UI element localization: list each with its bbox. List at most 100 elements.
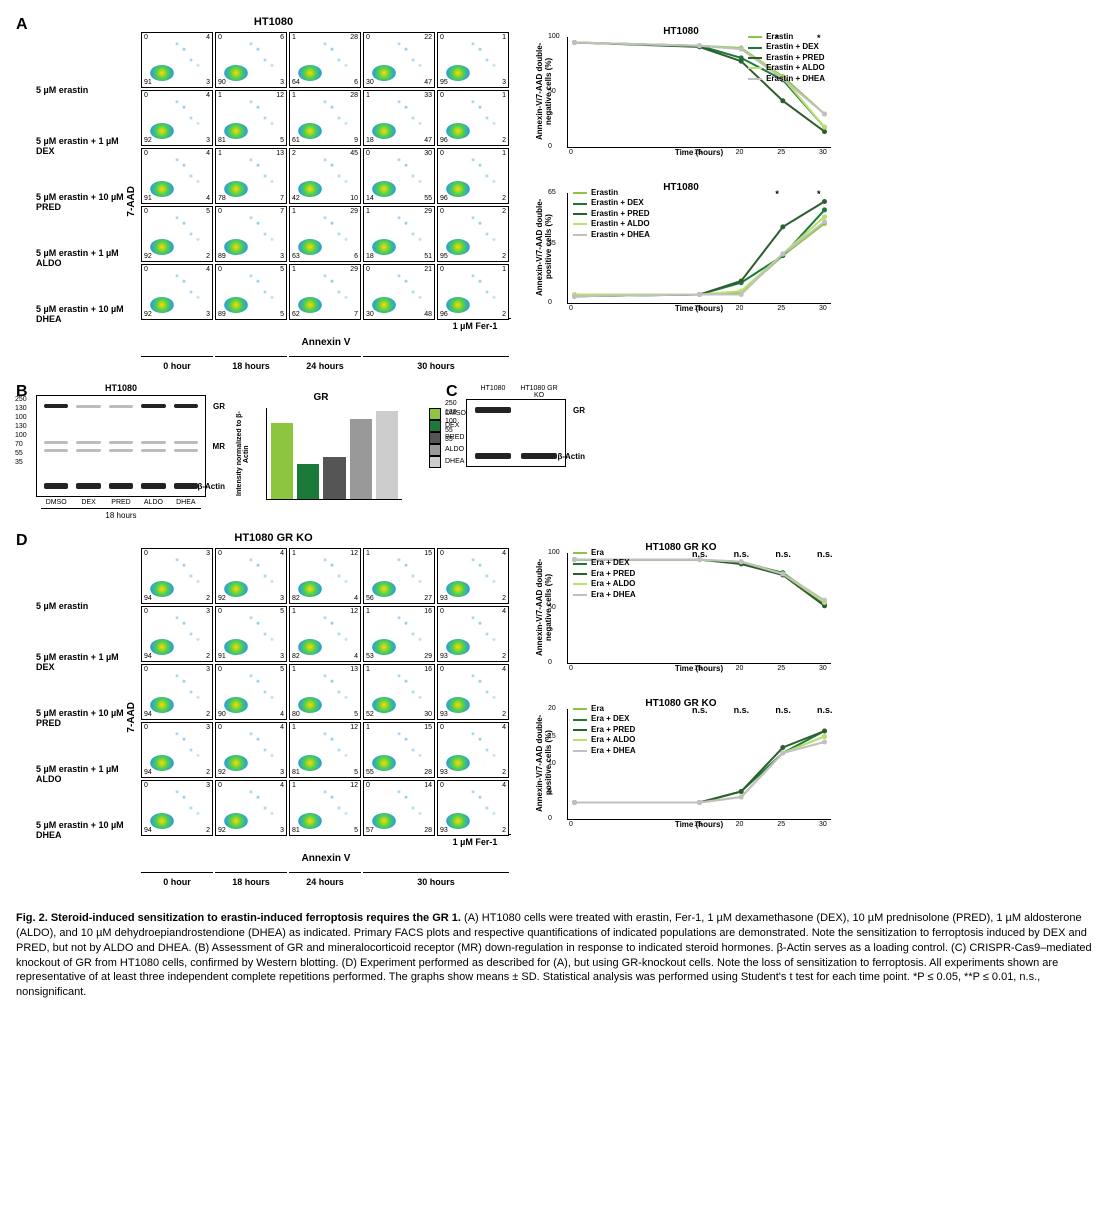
bar bbox=[271, 423, 293, 499]
panel-a-label: A bbox=[16, 16, 28, 34]
flow-cell: 03 942 bbox=[141, 722, 213, 778]
legend-item: Era + DEX bbox=[573, 558, 636, 568]
flow-cell: 06 903 bbox=[215, 32, 287, 88]
legend-item: Era bbox=[573, 704, 636, 714]
legend-item: Erastin + DEX bbox=[748, 42, 825, 52]
flow-cell: 04 932 bbox=[437, 780, 509, 836]
legend-item: Erastin bbox=[573, 188, 650, 198]
flow-cell: 04 932 bbox=[437, 606, 509, 662]
legend-item: Erastin + PRED bbox=[573, 209, 650, 219]
fig-title: Steroid-induced sensitization to erastin… bbox=[51, 912, 461, 924]
flow-cell: 04 932 bbox=[437, 548, 509, 604]
flow-cell: 04 923 bbox=[215, 722, 287, 778]
row-label: 5 µM erastin + 1 µM ALDO bbox=[36, 746, 126, 802]
target-gr-c: GR bbox=[573, 406, 585, 415]
blot-b: HT1080 250130100130100705535 GR MR bbox=[36, 383, 206, 520]
bar-ylabel: Intensity normalized to β-Actin bbox=[236, 408, 250, 500]
blot-c: HT1080HT1080 GR KO 2501301005535 GR β-Ac… bbox=[466, 383, 566, 467]
flow-cell: 115 5528 bbox=[363, 722, 435, 778]
panel-a-yaxis: 7-AAD bbox=[126, 186, 137, 217]
target-actin: β-Actin bbox=[197, 482, 225, 491]
panel-a: A HT1080 5 µM erastin5 µM erastin + 1 µM… bbox=[16, 16, 1092, 371]
figure-caption: Fig. 2. Steroid-induced sensitization to… bbox=[16, 911, 1092, 1000]
flow-cell: 112 815 bbox=[289, 722, 361, 778]
legend-item: Erastin + ALDO bbox=[748, 63, 825, 73]
flow-cell: 021 3048 bbox=[363, 264, 435, 320]
flow-cell: 03 942 bbox=[141, 606, 213, 662]
flow-cell: 03 942 bbox=[141, 780, 213, 836]
time-label: 24 hours bbox=[289, 356, 361, 371]
flow-grid-d: 03 942 04 923 112 824 115 5627 04 932 03… bbox=[141, 548, 511, 836]
row-label: 5 µM erastin bbox=[36, 578, 126, 634]
target-gr: GR bbox=[213, 402, 225, 411]
blot-b-title: HT1080 bbox=[105, 383, 137, 393]
bar bbox=[350, 419, 372, 499]
blot-b-time: 18 hours bbox=[41, 508, 201, 520]
flow-cell: 112 815 bbox=[215, 90, 287, 146]
legend-item: Era + DHEA bbox=[573, 590, 636, 600]
flow-cell: 01 962 bbox=[437, 148, 509, 204]
legend-item: Erastin + ALDO bbox=[573, 219, 650, 229]
flow-cell: 03 942 bbox=[141, 664, 213, 720]
fig-number: Fig. 2. bbox=[16, 912, 48, 924]
row-label: 5 µM erastin + 1 µM DEX bbox=[36, 118, 126, 174]
legend-item: Era + PRED bbox=[573, 725, 636, 735]
panel-a-xaxis: Annexin V bbox=[141, 337, 511, 348]
time-label: 24 hours bbox=[289, 872, 361, 887]
flow-cell: 02 952 bbox=[437, 206, 509, 262]
flow-cell: 129 627 bbox=[289, 264, 361, 320]
legend-item: Erastin + DEX bbox=[573, 198, 650, 208]
flow-cell: 128 646 bbox=[289, 32, 361, 88]
panel-b: B HT1080 250130100130100705535 GR MR bbox=[16, 383, 406, 520]
flow-cell: 03 942 bbox=[141, 548, 213, 604]
panel-d-yaxis: 7-AAD bbox=[126, 702, 137, 733]
panel-d: D HT1080 GR KO 5 µM erastin5 µM erastin … bbox=[16, 532, 1092, 887]
panel-c-label: C bbox=[446, 383, 458, 401]
legend-item: Erastin + PRED bbox=[748, 53, 825, 63]
row-label: 5 µM erastin + 1 µM DEX bbox=[36, 634, 126, 690]
bar bbox=[323, 457, 345, 499]
flow-cell: 245 4210 bbox=[289, 148, 361, 204]
flow-cell: 133 1847 bbox=[363, 90, 435, 146]
flow-cell: 014 5728 bbox=[363, 780, 435, 836]
time-label: 0 hour bbox=[141, 356, 213, 371]
legend-item: Erastin + DHEA bbox=[573, 230, 650, 240]
row-label: 5 µM erastin + 10 µM PRED bbox=[36, 690, 126, 746]
flow-cell: 113 787 bbox=[215, 148, 287, 204]
flow-cell: 128 619 bbox=[289, 90, 361, 146]
flow-cell: 05 895 bbox=[215, 264, 287, 320]
flow-cell: 04 932 bbox=[437, 722, 509, 778]
flow-cell: 115 5627 bbox=[363, 548, 435, 604]
target-mr: MR bbox=[213, 442, 225, 451]
chart-a-neg: HT1080 Annexin-V/7-AAD double-negative c… bbox=[531, 26, 831, 166]
chart-d-neg: HT1080 GR KO Annexin-V/7-AAD double-nega… bbox=[531, 542, 831, 682]
time-label: 30 hours bbox=[363, 872, 509, 887]
flow-cell: 05 904 bbox=[215, 664, 287, 720]
bar-chart-gr: GR Intensity normalized to β-Actin DMSOD… bbox=[236, 392, 406, 512]
chart-d-pos: HT1080 GR KO Annexin-V/7-AAD double-posi… bbox=[531, 698, 831, 838]
time-label: 18 hours bbox=[215, 872, 287, 887]
flow-cell: 116 5329 bbox=[363, 606, 435, 662]
time-label: 0 hour bbox=[141, 872, 213, 887]
legend-item: Era + DEX bbox=[573, 714, 636, 724]
legend-item: Era + ALDO bbox=[573, 735, 636, 745]
legend-item: Erastin bbox=[748, 32, 825, 42]
panel-d-title: HT1080 GR KO bbox=[234, 532, 312, 544]
panel-c: C HT1080HT1080 GR KO 2501301005535 GR β-… bbox=[446, 383, 566, 467]
flow-cell: 116 5230 bbox=[363, 664, 435, 720]
row-label: 5 µM erastin + 1 µM ALDO bbox=[36, 230, 126, 286]
flow-grid-a: 04 913 06 903 128 646 022 3047 01 953 04… bbox=[141, 32, 511, 320]
flow-cell: 112 824 bbox=[289, 606, 361, 662]
legend-item: Era + PRED bbox=[573, 569, 636, 579]
legend-item: Era + ALDO bbox=[573, 579, 636, 589]
bar-title: GR bbox=[236, 392, 406, 403]
panel-d-xaxis: Annexin V bbox=[141, 853, 511, 864]
target-actin-c: β-Actin bbox=[557, 452, 585, 461]
flow-cell: 112 815 bbox=[289, 780, 361, 836]
flow-cell: 05 922 bbox=[141, 206, 213, 262]
flow-cell: 112 824 bbox=[289, 548, 361, 604]
legend-item: Era bbox=[573, 548, 636, 558]
time-label: 18 hours bbox=[215, 356, 287, 371]
bar bbox=[376, 411, 398, 498]
row-label: 5 µM erastin bbox=[36, 62, 126, 118]
